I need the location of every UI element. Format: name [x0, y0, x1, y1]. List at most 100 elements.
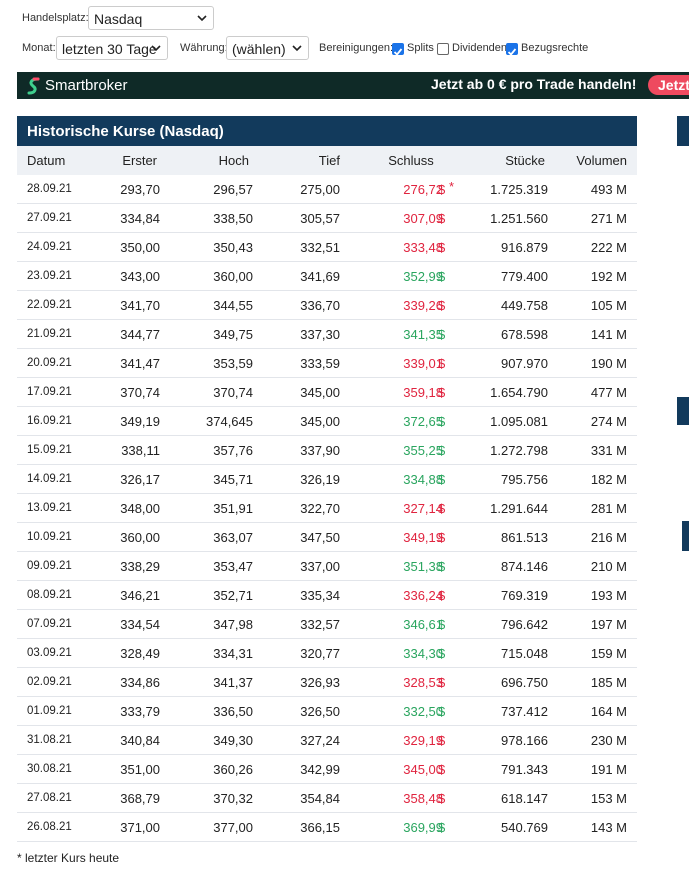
cell-value: 337,00 [300, 559, 340, 574]
table-title-bar: Historische Kurse (Nasdaq) [17, 116, 637, 146]
cell-value: 141 M [590, 327, 627, 342]
date: 20.09.21 [27, 357, 72, 369]
cell-value: 371,00 [120, 820, 160, 835]
cell-value: 779.400 [501, 269, 548, 284]
row[interactable] [17, 697, 637, 726]
close-value: 341,35 [403, 327, 443, 342]
cta-button[interactable]: Jetzt [648, 75, 689, 95]
cell-value: 336,50 [213, 704, 253, 719]
checkbox-label: Bezugsrechte [521, 42, 589, 54]
column-header: Volumen [576, 153, 627, 168]
logo [27, 77, 40, 95]
cell-value: 353,47 [213, 559, 253, 574]
row[interactable] [17, 262, 637, 291]
checkbox[interactable] [506, 43, 518, 56]
cell-value: 345,00 [300, 385, 340, 400]
row[interactable] [17, 204, 637, 233]
row[interactable] [17, 523, 637, 552]
cell-value: 341,37 [213, 675, 253, 690]
row[interactable] [17, 436, 637, 465]
column-header: Erster [122, 153, 157, 168]
cell-value: 341,47 [120, 356, 160, 371]
close-value: 346,61 [403, 617, 443, 632]
cell-value: 334,84 [120, 211, 160, 226]
cell-value: 332,51 [300, 240, 340, 255]
month-select[interactable]: letzten 30 Tage [56, 36, 168, 60]
cell-value: 197 M [590, 617, 627, 632]
cell-value: 338,11 [121, 443, 160, 458]
cell-value: 190 M [590, 356, 627, 371]
close-symbol: $ [438, 501, 446, 516]
row[interactable] [17, 639, 637, 668]
exchange-select[interactable]: Nasdaq [88, 6, 214, 30]
cell-value: 320,77 [300, 646, 340, 661]
cell-value: 345,00 [300, 414, 340, 429]
close-symbol: $ [438, 385, 446, 400]
currency-select[interactable]: (wählen) [226, 36, 309, 60]
row[interactable] [17, 726, 637, 755]
date: 02.09.21 [27, 676, 72, 688]
row[interactable] [17, 407, 637, 436]
close-symbol: $ [438, 530, 446, 545]
checkbox[interactable] [392, 43, 404, 56]
cell-value: 791.343 [501, 762, 548, 777]
row[interactable] [17, 610, 637, 639]
row[interactable] [17, 465, 637, 494]
banner[interactable]: Smartbroker Jetzt ab 0 € pro Trade hande… [17, 72, 689, 99]
row[interactable] [17, 581, 637, 610]
close-symbol: $ [438, 733, 446, 748]
row[interactable] [17, 755, 637, 784]
close-value: 359,18 [403, 385, 443, 400]
cell-value: 344,77 [120, 327, 160, 342]
checkbox[interactable] [437, 43, 449, 55]
cell-value: 368,79 [120, 791, 160, 806]
label: Monat: [22, 42, 56, 54]
row[interactable] [17, 349, 637, 378]
cell-value: 341,69 [300, 269, 340, 284]
cell-value: 191 M [590, 762, 627, 777]
row[interactable] [17, 668, 637, 697]
close-value: 334,30 [403, 646, 443, 661]
close-symbol: $ [438, 211, 446, 226]
cell-value: 363,07 [213, 530, 253, 545]
cell-value: 334,86 [120, 675, 160, 690]
cell-value: 159 M [590, 646, 627, 661]
cell-value: 164 M [590, 704, 627, 719]
row[interactable] [17, 233, 637, 262]
date: 16.09.21 [27, 415, 72, 427]
cell-value: 327,24 [300, 733, 340, 748]
row[interactable] [17, 378, 637, 407]
cell-value: 331 M [590, 443, 627, 458]
label: Währung: [180, 42, 228, 54]
cell-value: 210 M [590, 559, 627, 574]
cell-value: 143 M [590, 820, 627, 835]
cell-value: 334,31 [213, 646, 253, 661]
close-symbol: $ [438, 588, 446, 603]
column-header: Schluss [388, 153, 434, 168]
row[interactable] [17, 320, 637, 349]
cell-value: 337,90 [300, 443, 340, 458]
close-value: 336,24 [403, 588, 443, 603]
close-value: 345,00 [403, 762, 443, 777]
row[interactable] [17, 291, 637, 320]
cell-value: 618.147 [501, 791, 548, 806]
close-symbol: $ [438, 298, 446, 313]
close-symbol: $ [438, 820, 446, 835]
row[interactable] [17, 494, 637, 523]
cell-value: 341,70 [120, 298, 160, 313]
row[interactable] [17, 784, 637, 813]
row[interactable] [17, 813, 637, 842]
row[interactable] [17, 175, 637, 204]
cell-value: 182 M [590, 472, 627, 487]
row[interactable] [17, 552, 637, 581]
cell-value: 326,19 [300, 472, 340, 487]
cell-value: 322,70 [300, 501, 340, 516]
cell-value: 281 M [590, 501, 627, 516]
cell-value: 293,70 [120, 182, 160, 197]
cell-value: 370,74 [120, 385, 160, 400]
close-value: 372,65 [403, 414, 443, 429]
cell-value: 338,29 [120, 559, 160, 574]
cell-value: 153 M [590, 791, 627, 806]
date: 22.09.21 [27, 299, 72, 311]
cell-value: 350,00 [120, 240, 160, 255]
